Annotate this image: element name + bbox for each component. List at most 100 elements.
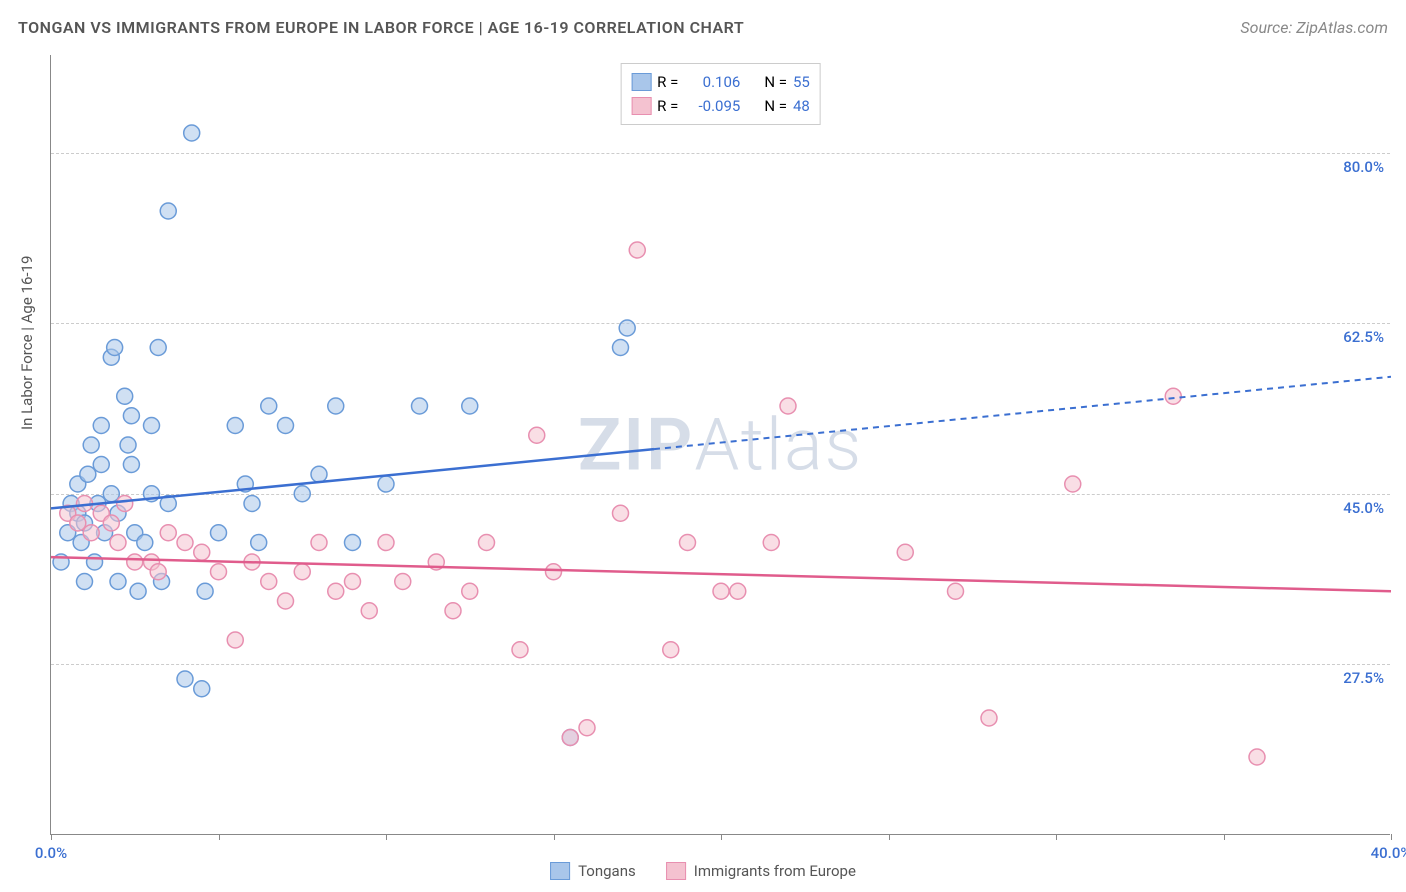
chart-plot-area: ZIPAtlas R = 0.106 N = 55 R = -0.095 N =… [50, 55, 1390, 835]
scatter-point [117, 496, 133, 512]
scatter-point [83, 525, 99, 541]
scatter-point [948, 583, 964, 599]
legend-swatch-blue-bottom [550, 862, 570, 880]
scatter-point [395, 574, 411, 590]
legend-swatch-pink [631, 97, 651, 115]
chart-title: TONGAN VS IMMIGRANTS FROM EUROPE IN LABO… [18, 18, 744, 37]
scatter-point [462, 583, 478, 599]
scatter-point [529, 427, 545, 443]
scatter-point [251, 535, 267, 551]
scatter-point [107, 340, 123, 356]
scatter-point [613, 340, 629, 356]
legend-item-europe: Immigrants from Europe [666, 862, 856, 880]
scatter-point [103, 486, 119, 502]
scatter-point [150, 564, 166, 580]
legend-swatch-blue [631, 73, 651, 91]
scatter-point [123, 408, 139, 424]
scatter-point [137, 535, 153, 551]
scatter-point [294, 564, 310, 580]
scatter-point [546, 564, 562, 580]
scatter-point [445, 603, 461, 619]
r-label: R = [657, 70, 678, 94]
scatter-point [613, 505, 629, 521]
n-value-tongans: 55 [793, 70, 810, 94]
scatter-point [227, 418, 243, 434]
legend-row-tongans: R = 0.106 N = 55 [631, 70, 810, 94]
scatter-point [123, 457, 139, 473]
r-label: R = [657, 94, 678, 118]
scatter-point [244, 496, 260, 512]
scatter-point [1249, 749, 1265, 765]
scatter-point [328, 583, 344, 599]
scatter-point [150, 340, 166, 356]
scatter-point [117, 388, 133, 404]
scatter-point [412, 398, 428, 414]
scatter-point [713, 583, 729, 599]
scatter-point [311, 466, 327, 482]
correlation-legend: R = 0.106 N = 55 R = -0.095 N = 48 [620, 63, 821, 125]
scatter-point [80, 466, 96, 482]
scatter-point [103, 515, 119, 531]
scatter-point [261, 574, 277, 590]
scatter-point [345, 535, 361, 551]
scatter-point [70, 515, 86, 531]
trend-line-solid [51, 449, 654, 508]
scatter-point [278, 418, 294, 434]
x-tick-label: 0.0% [35, 844, 67, 862]
scatter-point [462, 398, 478, 414]
scatter-point [512, 642, 528, 658]
legend-item-tongans: Tongans [550, 862, 636, 880]
scatter-point [629, 242, 645, 258]
legend-row-europe: R = -0.095 N = 48 [631, 94, 810, 118]
scatter-point [730, 583, 746, 599]
scatter-point [120, 437, 136, 453]
y-axis-label: In Labor Force | Age 16-19 [18, 256, 36, 430]
n-label: N = [764, 94, 787, 118]
scatter-svg [51, 55, 1391, 835]
scatter-point [562, 730, 578, 746]
scatter-point [211, 525, 227, 541]
x-tick [1391, 834, 1392, 840]
scatter-point [77, 574, 93, 590]
scatter-point [1165, 388, 1181, 404]
scatter-point [680, 535, 696, 551]
scatter-point [897, 544, 913, 560]
scatter-point [83, 437, 99, 453]
scatter-point [110, 574, 126, 590]
series-legend: Tongans Immigrants from Europe [550, 862, 856, 880]
scatter-point [619, 320, 635, 336]
scatter-point [361, 603, 377, 619]
scatter-point [227, 632, 243, 648]
scatter-point [194, 681, 210, 697]
scatter-point [144, 418, 160, 434]
scatter-point [177, 671, 193, 687]
scatter-point [127, 554, 143, 570]
scatter-point [663, 642, 679, 658]
n-value-europe: 48 [793, 94, 810, 118]
scatter-point [378, 535, 394, 551]
scatter-point [345, 574, 361, 590]
scatter-point [87, 554, 103, 570]
scatter-point [160, 203, 176, 219]
scatter-point [328, 398, 344, 414]
scatter-point [211, 564, 227, 580]
scatter-point [261, 398, 277, 414]
scatter-point [93, 457, 109, 473]
legend-swatch-pink-bottom [666, 862, 686, 880]
trend-line-dashed [654, 377, 1391, 449]
scatter-point [763, 535, 779, 551]
scatter-point [981, 710, 997, 726]
legend-label-tongans: Tongans [578, 862, 636, 880]
scatter-point [130, 583, 146, 599]
scatter-point [160, 525, 176, 541]
chart-source: Source: ZipAtlas.com [1240, 18, 1388, 37]
chart-header: TONGAN VS IMMIGRANTS FROM EUROPE IN LABO… [18, 18, 1388, 37]
scatter-point [294, 486, 310, 502]
scatter-point [479, 535, 495, 551]
scatter-point [278, 593, 294, 609]
n-label: N = [764, 70, 787, 94]
scatter-point [184, 125, 200, 141]
scatter-point [93, 418, 109, 434]
r-value-tongans: 0.106 [684, 70, 740, 94]
scatter-point [194, 544, 210, 560]
